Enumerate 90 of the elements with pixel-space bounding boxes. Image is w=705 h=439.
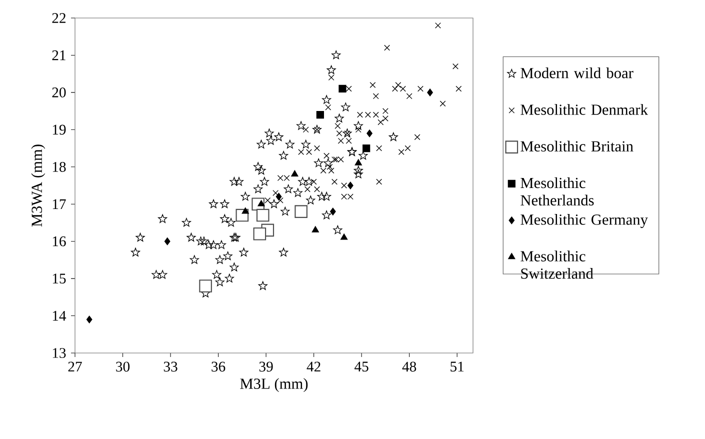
point: [291, 170, 298, 177]
x-tick-label: 51: [450, 362, 464, 372]
point: [366, 130, 372, 138]
point: [382, 116, 388, 122]
point: [332, 178, 338, 185]
point: [344, 130, 350, 136]
x-tick-label: 36: [212, 362, 226, 372]
point: [320, 168, 326, 174]
x-tick-label: 39: [259, 362, 273, 372]
point: [338, 84, 346, 93]
x-tick-label: 45: [354, 362, 368, 372]
point: [395, 82, 402, 88]
point: [417, 86, 424, 92]
point: [340, 234, 348, 240]
point: [314, 126, 320, 133]
point: [452, 63, 458, 70]
point: [338, 138, 344, 144]
x-tick-label: 27: [68, 362, 82, 372]
point: [316, 110, 324, 119]
y-tick-label: 14: [52, 310, 66, 321]
point: [357, 112, 363, 118]
point: [304, 186, 310, 192]
point: [372, 112, 379, 118]
point: [298, 149, 304, 155]
point: [276, 192, 282, 200]
point: [328, 168, 334, 174]
point: [354, 159, 362, 166]
point: [242, 207, 249, 214]
x-axis-title: M3L (mm): [240, 378, 308, 392]
legend-label: Mesolithic Britain: [520, 140, 634, 152]
point: [364, 112, 371, 118]
point: [362, 144, 370, 152]
point: [376, 178, 382, 185]
point: [456, 86, 462, 92]
point: [384, 44, 390, 51]
point: [258, 200, 265, 206]
point: [306, 149, 312, 155]
point: [378, 119, 384, 126]
y-tick-label: 20: [52, 88, 66, 98]
point: [272, 190, 279, 196]
point: [330, 208, 336, 216]
y-tick-label: 13: [52, 348, 66, 358]
point: [86, 316, 92, 324]
point: [334, 122, 341, 129]
point: [294, 205, 308, 218]
point: [392, 86, 398, 92]
point: [382, 108, 388, 114]
point: [370, 82, 376, 88]
legend-label: Mesolithic Switzerland: [520, 250, 594, 279]
point: [414, 134, 420, 140]
point: [346, 138, 352, 144]
y-tick-label: 17: [52, 199, 66, 209]
x-tick-label: 33: [164, 362, 178, 372]
y-tick-label: 16: [52, 236, 66, 246]
point: [264, 197, 271, 204]
y-tick-label: 21: [52, 50, 66, 60]
point: [199, 280, 212, 292]
legend-label: Mesolithic Denmark: [520, 104, 648, 115]
point: [312, 226, 319, 232]
x-tick-label: 30: [116, 362, 130, 372]
x-tick-label: 48: [402, 362, 416, 372]
legend-label: Mesolithic Germany: [520, 214, 648, 228]
point: [435, 22, 441, 28]
y-tick-label: 22: [52, 13, 66, 23]
point: [164, 238, 170, 246]
point: [427, 88, 433, 96]
point: [328, 74, 334, 81]
y-axis-title: M3WA (mm): [31, 144, 46, 227]
x-tick-label: 42: [306, 362, 320, 372]
point: [346, 86, 352, 92]
point: [372, 93, 379, 100]
point: [398, 149, 404, 155]
point: [440, 100, 446, 107]
point: [341, 182, 348, 188]
point: [404, 145, 411, 152]
point: [406, 93, 412, 100]
y-tick-label: 18: [52, 162, 66, 172]
y-tick-label: 19: [52, 124, 66, 135]
point: [256, 208, 270, 222]
point: [347, 182, 354, 190]
legend-label: Mesolithic Netherlands: [520, 177, 594, 206]
point: [325, 104, 332, 110]
point: [253, 227, 266, 240]
point: [376, 145, 382, 152]
point: [336, 130, 342, 136]
y-tick-label: 15: [52, 274, 66, 284]
point: [400, 86, 406, 92]
point: [314, 145, 320, 152]
point: [277, 197, 284, 204]
legend-label: Modern wild boar: [520, 67, 634, 78]
